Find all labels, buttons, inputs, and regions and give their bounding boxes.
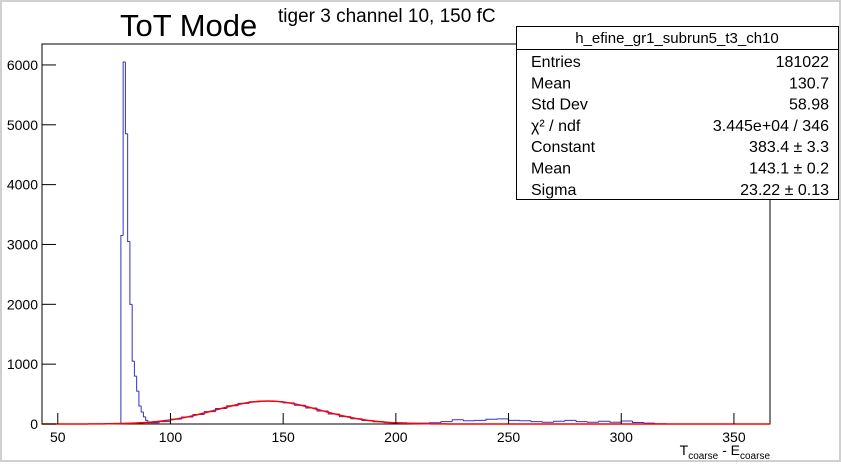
x-axis-label-subscript: coarse — [688, 451, 718, 462]
stats-box: h_efine_gr1_subrun5_t3_ch10 Entries 18102… — [517, 27, 839, 200]
y-tick-label: 1000 — [7, 356, 38, 372]
annotation: ToT Mode — [120, 8, 257, 43]
x-tick-label: 150 — [271, 429, 295, 445]
stats-title: h_efine_gr1_subrun5_t3_ch10 — [575, 30, 779, 47]
x-tick-label: 100 — [159, 429, 183, 445]
x-tick-label: 300 — [610, 429, 634, 445]
y-tick-label: 3000 — [7, 236, 38, 252]
y-tick-label: 2000 — [7, 296, 38, 312]
stats-value: 58.98 — [789, 97, 829, 114]
stats-value: 383.4 ± 3.3 — [749, 139, 829, 156]
y-tick-label: 6000 — [7, 57, 38, 73]
stats-name: Constant — [531, 139, 596, 156]
x-tick-label: 200 — [384, 429, 408, 445]
stats-name: Sigma — [531, 182, 576, 199]
stats-value: 3.445e+04 / 346 — [713, 118, 829, 135]
y-tick-label: 5000 — [7, 117, 38, 133]
stats-name: Entries — [531, 54, 581, 71]
y-tick-label: 0 — [30, 416, 38, 432]
stats-name: Mean — [531, 75, 571, 92]
stats-value: 130.7 — [789, 75, 829, 92]
chart-title: tiger 3 channel 10, 150 fC — [278, 6, 496, 27]
stats-value: 23.22 ± 0.13 — [740, 182, 829, 199]
x-tick-label: 250 — [497, 429, 521, 445]
x-axis-label-subscript: coarse — [740, 451, 770, 462]
stats-name: Std Dev — [531, 97, 588, 114]
x-axis-label-part: - E — [718, 442, 740, 458]
x-tick-label: 50 — [50, 429, 66, 445]
stats-value: 181022 — [776, 54, 829, 71]
stats-name: Mean — [531, 161, 571, 178]
stats-value: 143.1 ± 0.2 — [749, 161, 829, 178]
stats-name: χ² / ndf — [531, 118, 581, 135]
y-tick-label: 4000 — [7, 177, 38, 193]
